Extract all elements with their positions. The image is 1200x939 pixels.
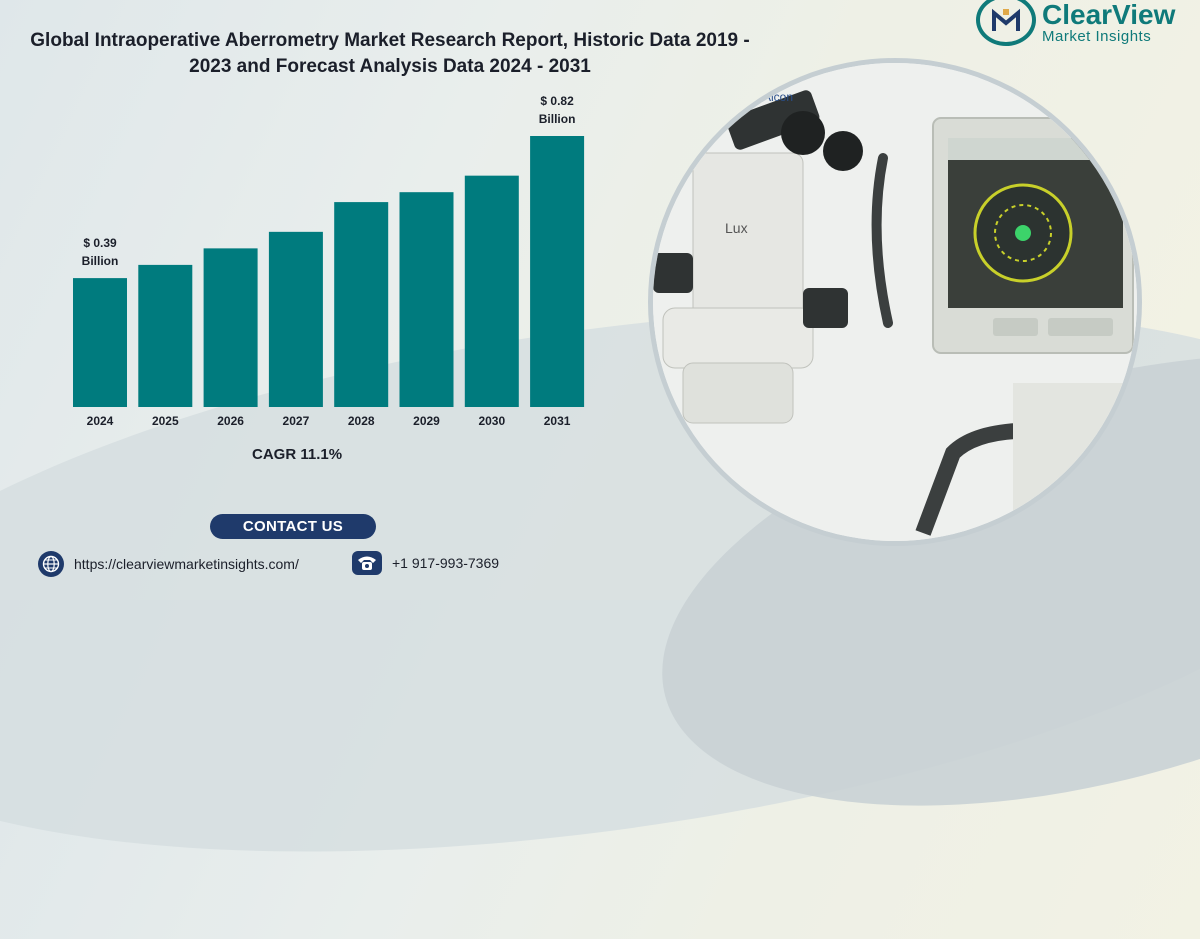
data-label-value: $ 0.82 <box>540 94 574 108</box>
logo-mark-icon <box>976 0 1036 46</box>
x-tick-label: 2024 <box>87 414 114 428</box>
contact-us-button[interactable]: CONTACT US <box>210 514 376 539</box>
bar-2025 <box>138 264 193 407</box>
phone-contact: +1 917-993-7369 <box>352 551 499 575</box>
bar-2028 <box>334 202 389 407</box>
brand-label: Alcon <box>763 90 793 104</box>
x-tick-label: 2029 <box>413 414 440 428</box>
microscope-illustration: Lux Alcon <box>653 63 1137 541</box>
svg-text:Lux: Lux <box>725 220 748 236</box>
title-line-1: Global Intraoperative Aberrometry Market… <box>30 30 750 51</box>
data-label-unit: Billion <box>539 112 576 126</box>
globe-icon <box>38 551 64 577</box>
x-tick-label: 2027 <box>283 414 310 428</box>
logo-name: ClearView <box>1042 0 1176 30</box>
product-photo: Lux Alcon <box>648 58 1142 546</box>
bar-2031 <box>530 136 585 407</box>
x-tick-label: 2025 <box>152 414 179 428</box>
x-tick-label: 2031 <box>544 414 571 428</box>
x-tick-label: 2028 <box>348 414 375 428</box>
company-logo: ClearView Market Insights <box>976 0 1175 46</box>
bar-2024 <box>73 278 127 407</box>
x-tick-label: 2030 <box>478 414 505 428</box>
bar-2027 <box>268 231 323 407</box>
phone-number[interactable]: +1 917-993-7369 <box>392 555 500 571</box>
bar-2029 <box>399 192 454 407</box>
website-link[interactable]: https://clearviewmarketinsights.com/ <box>74 556 299 572</box>
bar-2026 <box>203 248 258 407</box>
bar-2030 <box>464 175 519 407</box>
logo-subtitle: Market Insights <box>1042 27 1152 45</box>
data-label-unit: Billion <box>82 254 119 268</box>
page-title: Global Intraoperative Aberrometry Market… <box>20 28 760 80</box>
title-line-2: 2023 and Forecast Analysis Data 2024 - 2… <box>189 56 591 77</box>
phone-icon <box>352 551 382 575</box>
website-contact: https://clearviewmarketinsights.com/ <box>38 551 299 577</box>
cagr-label: CAGR 11.1% <box>252 446 343 463</box>
data-label-value: $ 0.39 <box>83 236 117 250</box>
bar-chart: 2024 2025 2026 2027 2028 2029 2030 2031 $ 0.39 Bi… <box>73 94 585 428</box>
x-tick-label: 2026 <box>217 414 244 428</box>
